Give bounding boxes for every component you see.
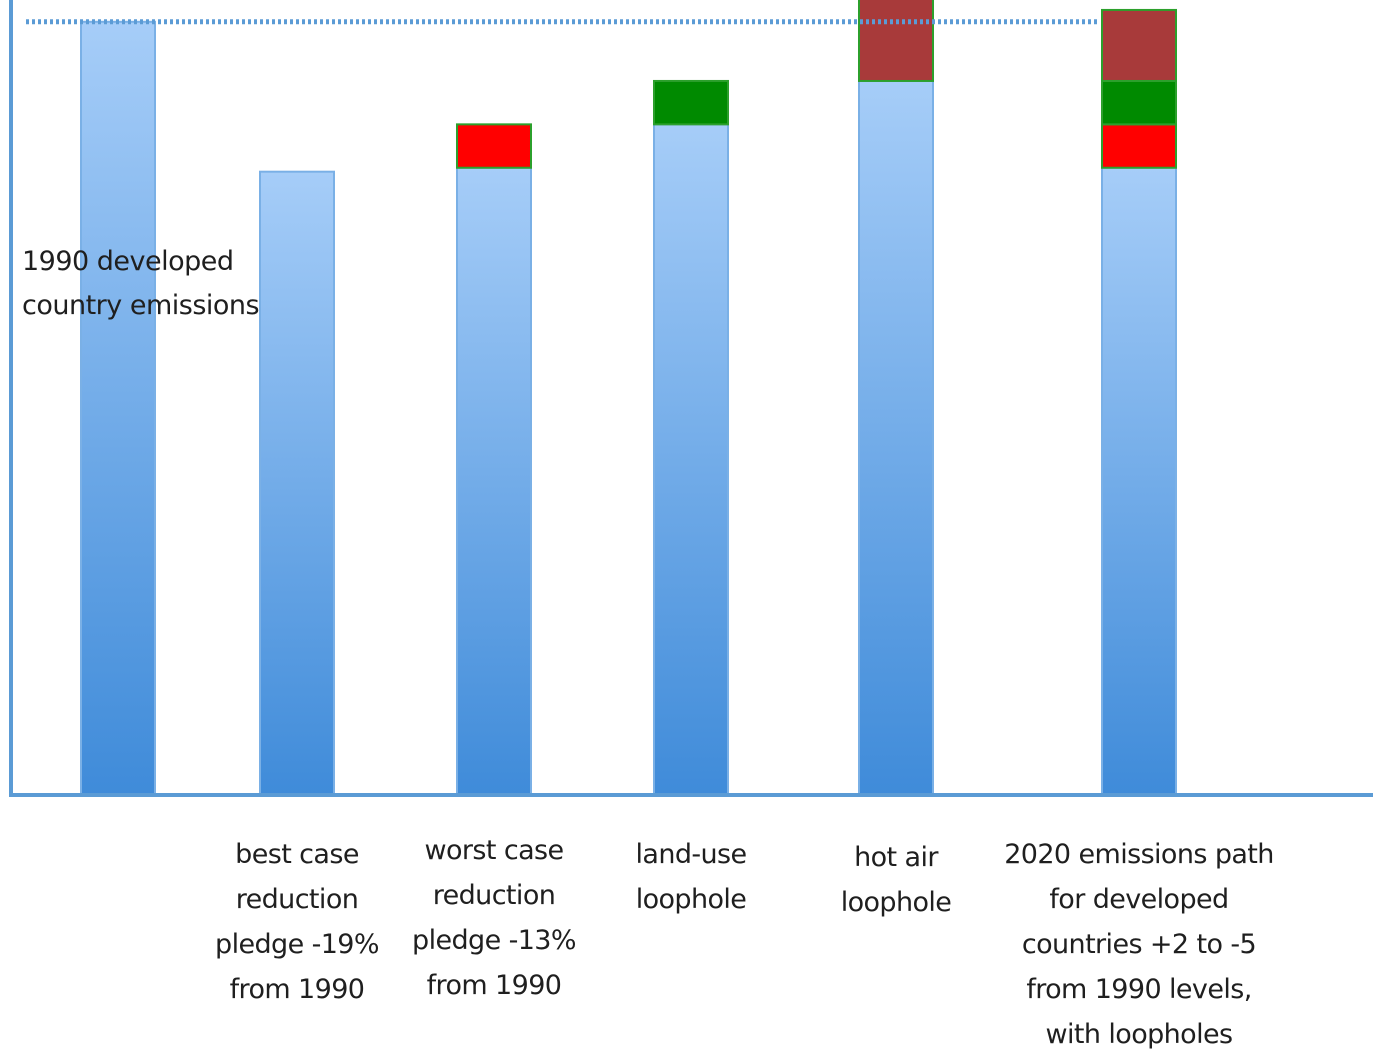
x-tick-label-5-line-2: loophole [840, 887, 952, 918]
x-tick-label-2-line-2: reduction [235, 884, 359, 915]
x-tick-label-2: best case reduction pledge -19% from 1990 [187, 832, 407, 1012]
x-tick-label-3-line-2: reduction [432, 880, 556, 911]
bar-3-base [456, 166, 532, 796]
x-tick-label-6-line-2: for developed [1049, 884, 1229, 915]
bar-2-base [259, 170, 335, 796]
bar-3-red [456, 123, 532, 169]
x-tick-label-6-line-1: 2020 emissions path [1004, 839, 1274, 870]
bar-4-base [653, 123, 729, 797]
bar-6-green [1101, 79, 1177, 126]
x-tick-label-2-line-3: pledge -19% [215, 929, 379, 960]
x-tick-label-6-line-5: with loopholes [1045, 1019, 1234, 1050]
x-tick-label-5: hot air loophole [786, 835, 1006, 925]
x-tick-label-6-line-3: countries +2 to -5 [1021, 929, 1257, 960]
x-tick-label-4: land-use loophole [581, 832, 801, 922]
x-tick-label-2-line-1: best case [235, 839, 359, 870]
x-tick-label-6: 2020 emissions path for developed countrie… [989, 832, 1289, 1057]
bar-5-base [858, 79, 934, 796]
x-tick-label-3-line-1: worst case [424, 835, 564, 866]
x-tick-label-2-line-4: from 1990 [229, 974, 365, 1005]
x-tick-label-4-line-1: land-use [635, 839, 747, 870]
bars-layer [80, 0, 1177, 797]
x-tick-label-6-line-4: from 1990 levels, [1026, 974, 1252, 1005]
x-tick-label-3: worst case reduction pledge -13% from 1990 [384, 828, 604, 1008]
bar-6-darkred [1101, 8, 1177, 82]
x-tick-label-4-line-2: loophole [635, 884, 747, 915]
reference-label-line-1: 1990 developed [22, 246, 234, 277]
x-tick-label-3-line-3: pledge -13% [412, 925, 576, 956]
bar-6-base [1101, 166, 1177, 796]
bar-5-darkred [858, 0, 934, 82]
bar-4-green [653, 79, 729, 126]
x-tick-label-3-line-4: from 1990 [426, 970, 562, 1001]
bar-6-red [1101, 123, 1177, 169]
reference-label-line-2: country emissions [22, 290, 260, 321]
bar-1-base [80, 20, 156, 796]
x-tick-label-5-line-1: hot air [854, 842, 938, 873]
reference-line-label: 1990 developed country emissions [22, 240, 260, 328]
